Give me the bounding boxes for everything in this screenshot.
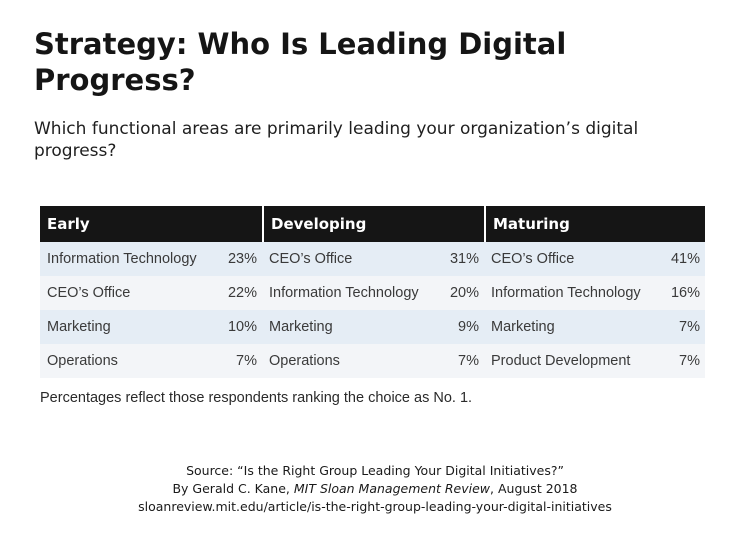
cell-label: CEO’s Office [47,285,131,301]
table-cell: Operations 7% [262,344,484,378]
table-header-row: Early Developing Maturing [40,206,705,242]
table-cell: Operations 7% [40,344,262,378]
byline: By Gerald C. Kane, MIT Sloan Management … [0,480,750,498]
table-cell: CEO’s Office 41% [484,242,705,276]
table-cell: Marketing 10% [40,310,262,344]
table-cell: Information Technology 16% [484,276,705,310]
table-cell: CEO’s Office 22% [40,276,262,310]
cell-value: 7% [458,353,479,369]
cell-value: 41% [670,251,700,267]
table-row: Operations 7% Operations 7% Product Develo… [40,344,705,378]
stage-table: Early Developing Maturing Information Te… [40,206,705,378]
table-row: Marketing 10% Marketing 9% Marketing 7% [40,310,705,344]
table-cell: CEO’s Office 31% [262,242,484,276]
source-url: sloanreview.mit.edu/article/is-the-right… [138,499,612,514]
table-row: Information Technology 23% CEO’s Office 31… [40,242,705,276]
table-cell: Information Technology 23% [40,242,262,276]
cell-value: 10% [227,319,257,335]
table-cell: Product Development 7% [484,344,705,378]
cell-label: Marketing [491,319,555,335]
source-citation: Source: “Is the Right Group Leading Your… [0,462,750,516]
cell-value: 9% [458,319,479,335]
publication-name: MIT Sloan Management Review [293,481,491,496]
cell-value: 7% [236,353,257,369]
footnote: Percentages reflect those respondents ra… [40,390,473,406]
cell-label: Marketing [47,319,111,335]
cell-value: 31% [449,251,479,267]
table-cell: Marketing 9% [262,310,484,344]
table-cell: Marketing 7% [484,310,705,344]
cell-label: Information Technology [269,285,419,301]
source-line: Source: “Is the Right Group Leading Your… [186,463,564,478]
table-body: Information Technology 23% CEO’s Office 31… [40,242,705,378]
byline-prefix: By Gerald C. Kane, [172,481,294,496]
cell-value: 20% [449,285,479,301]
table-cell: Information Technology 20% [262,276,484,310]
cell-value: 7% [679,353,700,369]
cell-value: 23% [227,251,257,267]
chart-title: Strategy: Who Is Leading Digital Progres… [34,27,567,97]
column-header-early: Early [40,206,262,242]
column-header-developing: Developing [262,206,484,242]
table-row: CEO’s Office 22% Information Technology 20… [40,276,705,310]
chart-subtitle: Which functional areas are primarily lea… [34,119,639,161]
cell-value: 16% [670,285,700,301]
cell-label: Operations [269,353,340,369]
cell-value: 22% [227,285,257,301]
column-header-maturing: Maturing [484,206,705,242]
cell-label: Information Technology [47,251,197,267]
cell-label: Product Development [491,353,631,369]
cell-label: Marketing [269,319,333,335]
cell-label: Operations [47,353,118,369]
cell-label: CEO’s Office [269,251,353,267]
cell-value: 7% [679,319,700,335]
cell-label: Information Technology [491,285,641,301]
byline-suffix: , August 2018 [490,481,578,496]
cell-label: CEO’s Office [491,251,575,267]
